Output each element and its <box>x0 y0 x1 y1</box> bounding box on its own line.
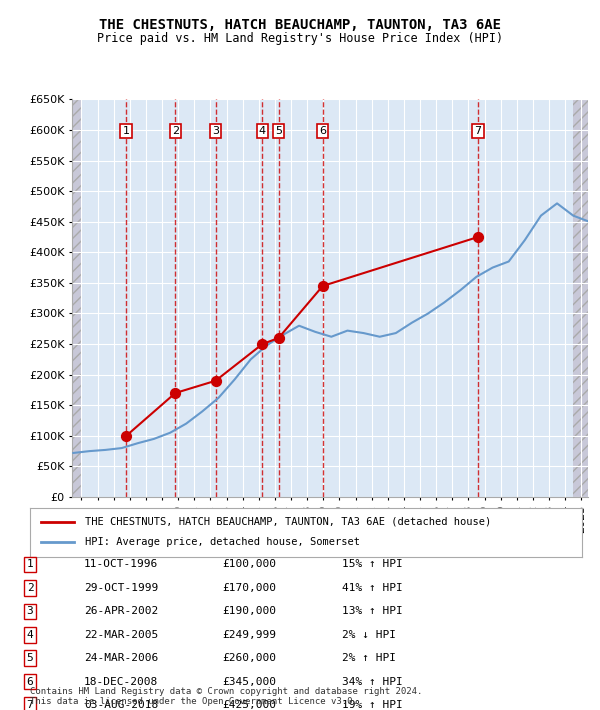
Text: Contains HM Land Registry data © Crown copyright and database right 2024.
This d: Contains HM Land Registry data © Crown c… <box>30 687 422 706</box>
Text: THE CHESTNUTS, HATCH BEAUCHAMP, TAUNTON, TA3 6AE: THE CHESTNUTS, HATCH BEAUCHAMP, TAUNTON,… <box>99 18 501 32</box>
Bar <box>573 99 588 497</box>
Text: 18-DEC-2008: 18-DEC-2008 <box>84 677 158 687</box>
Text: 2: 2 <box>26 583 34 593</box>
Text: 2% ↓ HPI: 2% ↓ HPI <box>342 630 396 640</box>
Text: HPI: Average price, detached house, Somerset: HPI: Average price, detached house, Some… <box>85 537 360 547</box>
Text: 22-MAR-2005: 22-MAR-2005 <box>84 630 158 640</box>
Text: £190,000: £190,000 <box>222 606 276 616</box>
Point <box>211 375 220 386</box>
Text: 4: 4 <box>259 126 266 136</box>
Text: Price paid vs. HM Land Registry's House Price Index (HPI): Price paid vs. HM Land Registry's House … <box>97 32 503 45</box>
Text: 5: 5 <box>26 653 34 663</box>
Text: £170,000: £170,000 <box>222 583 276 593</box>
Text: 5: 5 <box>275 126 282 136</box>
Text: £249,999: £249,999 <box>222 630 276 640</box>
Point <box>170 388 180 399</box>
Point <box>274 332 283 344</box>
Text: 11-OCT-1996: 11-OCT-1996 <box>84 559 158 569</box>
Text: 2: 2 <box>172 126 179 136</box>
Text: 7: 7 <box>475 126 481 136</box>
Text: 1: 1 <box>123 126 130 136</box>
Text: 4: 4 <box>26 630 34 640</box>
Text: 19% ↑ HPI: 19% ↑ HPI <box>342 700 403 710</box>
Text: 7: 7 <box>26 700 34 710</box>
Bar <box>72 99 82 497</box>
Text: 3: 3 <box>26 606 34 616</box>
Text: 24-MAR-2006: 24-MAR-2006 <box>84 653 158 663</box>
Text: 26-APR-2002: 26-APR-2002 <box>84 606 158 616</box>
Text: 6: 6 <box>26 677 34 687</box>
Text: 41% ↑ HPI: 41% ↑ HPI <box>342 583 403 593</box>
Text: 3: 3 <box>212 126 219 136</box>
Text: THE CHESTNUTS, HATCH BEAUCHAMP, TAUNTON, TA3 6AE (detached house): THE CHESTNUTS, HATCH BEAUCHAMP, TAUNTON,… <box>85 517 491 527</box>
Text: 03-AUG-2018: 03-AUG-2018 <box>84 700 158 710</box>
Text: 1: 1 <box>26 559 34 569</box>
Text: £100,000: £100,000 <box>222 559 276 569</box>
Point <box>121 430 131 442</box>
Text: 29-OCT-1999: 29-OCT-1999 <box>84 583 158 593</box>
Text: 15% ↑ HPI: 15% ↑ HPI <box>342 559 403 569</box>
Text: £345,000: £345,000 <box>222 677 276 687</box>
Text: 34% ↑ HPI: 34% ↑ HPI <box>342 677 403 687</box>
Point <box>473 231 482 243</box>
Text: £260,000: £260,000 <box>222 653 276 663</box>
Text: 13% ↑ HPI: 13% ↑ HPI <box>342 606 403 616</box>
Point <box>257 339 267 350</box>
Point <box>318 280 328 292</box>
Text: 6: 6 <box>319 126 326 136</box>
Text: £425,000: £425,000 <box>222 700 276 710</box>
Text: 2% ↑ HPI: 2% ↑ HPI <box>342 653 396 663</box>
